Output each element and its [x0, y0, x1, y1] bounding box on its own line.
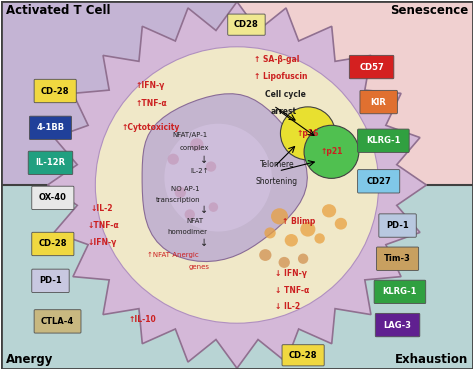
Text: CD-28: CD-28 — [289, 351, 318, 360]
Text: PD-1: PD-1 — [386, 221, 409, 230]
Text: Exhaustion: Exhaustion — [395, 353, 468, 366]
Text: ↓ IL-2: ↓ IL-2 — [275, 302, 300, 311]
Text: ↓: ↓ — [200, 155, 208, 165]
Text: KLRG-1: KLRG-1 — [383, 287, 417, 296]
Text: ↑IFN-γ: ↑IFN-γ — [136, 81, 165, 90]
Text: genes: genes — [189, 264, 210, 270]
Ellipse shape — [335, 218, 347, 230]
Ellipse shape — [174, 187, 186, 198]
Text: PD-1: PD-1 — [39, 276, 62, 285]
FancyBboxPatch shape — [32, 269, 69, 293]
Text: KIR: KIR — [371, 98, 387, 107]
Ellipse shape — [271, 208, 288, 225]
Text: ↓IFN-γ: ↓IFN-γ — [87, 238, 117, 247]
Text: complex: complex — [180, 145, 209, 151]
Text: ↓IL-2: ↓IL-2 — [91, 205, 113, 213]
Text: homodimer: homodimer — [167, 229, 208, 235]
Text: LAG-3: LAG-3 — [383, 320, 411, 330]
Ellipse shape — [264, 228, 276, 238]
Text: Senescence: Senescence — [390, 4, 468, 17]
Text: ↑ Lipofuscin: ↑ Lipofuscin — [254, 72, 307, 81]
Text: 4-1BB: 4-1BB — [36, 123, 64, 132]
Ellipse shape — [184, 209, 195, 220]
Bar — [237, 185, 473, 369]
Text: OX-40: OX-40 — [39, 194, 67, 202]
Text: ↑IL-10: ↑IL-10 — [128, 315, 156, 324]
FancyBboxPatch shape — [374, 280, 426, 303]
Ellipse shape — [209, 202, 218, 212]
Bar — [1, 1, 237, 185]
Text: ↑TNF-α: ↑TNF-α — [136, 100, 167, 108]
FancyBboxPatch shape — [34, 310, 81, 333]
Text: CD27: CD27 — [366, 177, 391, 186]
Bar — [237, 1, 473, 185]
Ellipse shape — [314, 233, 325, 243]
Text: ↑ Blimp: ↑ Blimp — [282, 217, 315, 226]
FancyBboxPatch shape — [349, 56, 394, 79]
Text: ↑Cytotoxicity: ↑Cytotoxicity — [121, 123, 180, 132]
Text: KLRG-1: KLRG-1 — [366, 136, 401, 145]
FancyBboxPatch shape — [228, 14, 265, 35]
Text: CD28: CD28 — [234, 20, 259, 29]
FancyBboxPatch shape — [360, 90, 397, 114]
FancyBboxPatch shape — [357, 129, 409, 152]
Ellipse shape — [281, 107, 335, 160]
FancyBboxPatch shape — [28, 151, 73, 175]
Text: arrest: arrest — [271, 107, 297, 116]
Text: NFAT/AP-1: NFAT/AP-1 — [172, 132, 208, 138]
Ellipse shape — [322, 204, 336, 218]
Text: CD-28: CD-28 — [41, 87, 70, 95]
Text: CTLA-4: CTLA-4 — [41, 317, 74, 326]
FancyBboxPatch shape — [379, 214, 416, 237]
Text: ↓ IFN-γ: ↓ IFN-γ — [275, 269, 307, 278]
Polygon shape — [47, 2, 427, 368]
Ellipse shape — [298, 253, 308, 264]
FancyBboxPatch shape — [32, 232, 74, 256]
Text: IL-2↑: IL-2↑ — [190, 168, 209, 174]
Text: ↑p21: ↑p21 — [320, 147, 343, 157]
Text: NFAT: NFAT — [186, 218, 203, 224]
Ellipse shape — [285, 234, 298, 246]
Bar — [1, 185, 237, 369]
Text: ↑ SA-β-gal: ↑ SA-β-gal — [254, 55, 299, 64]
FancyBboxPatch shape — [29, 116, 72, 139]
Polygon shape — [142, 94, 307, 262]
Text: ↓ TNF-α: ↓ TNF-α — [275, 286, 309, 295]
Text: IL-12R: IL-12R — [36, 158, 65, 167]
Text: Cell cycle: Cell cycle — [265, 90, 306, 99]
Ellipse shape — [168, 154, 179, 165]
Text: ↑p16: ↑p16 — [297, 129, 319, 138]
Ellipse shape — [259, 249, 272, 261]
Text: ↓: ↓ — [200, 205, 208, 215]
Ellipse shape — [206, 161, 216, 172]
Ellipse shape — [164, 124, 272, 232]
Ellipse shape — [190, 138, 203, 151]
FancyBboxPatch shape — [376, 247, 419, 270]
Text: ↓TNF-α: ↓TNF-α — [87, 221, 119, 230]
Ellipse shape — [300, 222, 315, 236]
Text: Shortening: Shortening — [256, 177, 298, 186]
Text: CD57: CD57 — [359, 63, 384, 71]
FancyBboxPatch shape — [282, 345, 324, 366]
Text: Anergy: Anergy — [6, 353, 53, 366]
Text: Tim-3: Tim-3 — [384, 254, 411, 263]
Text: CD-28: CD-28 — [38, 239, 67, 249]
Ellipse shape — [279, 257, 290, 268]
Text: ↑NFAT Anergic: ↑NFAT Anergic — [147, 252, 199, 258]
FancyBboxPatch shape — [375, 313, 420, 337]
Text: ↓: ↓ — [200, 238, 208, 248]
Text: Telomere: Telomere — [260, 160, 294, 169]
Ellipse shape — [95, 47, 379, 323]
FancyBboxPatch shape — [357, 169, 400, 193]
Ellipse shape — [304, 125, 359, 178]
FancyBboxPatch shape — [32, 186, 74, 209]
Text: Activated T Cell: Activated T Cell — [6, 4, 110, 17]
Text: transcription: transcription — [155, 197, 201, 203]
FancyBboxPatch shape — [34, 79, 76, 103]
Text: NO AP-1: NO AP-1 — [171, 186, 200, 192]
